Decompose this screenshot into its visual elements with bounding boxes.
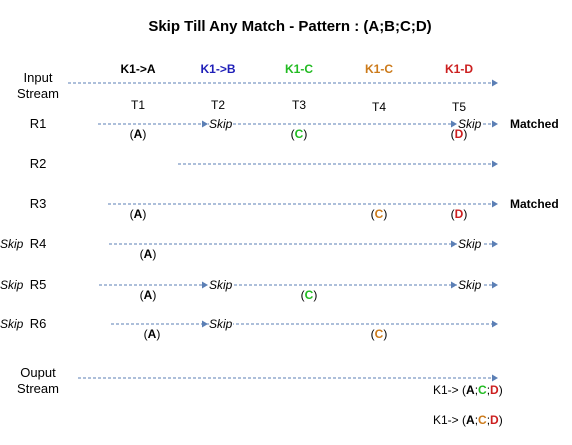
time-label-t1: T1 — [131, 98, 145, 112]
skip-label-r5-3: Skip — [458, 278, 482, 292]
diagram-content: K1->A K1->B K1-C K1-C K1-D T1 T2 T3 T4 T5 R1 Skip Sk… — [0, 62, 559, 427]
event-r3-1: (A) — [130, 207, 147, 221]
time-label-t3: T3 — [292, 98, 306, 112]
run-label-r2: R2 — [30, 156, 47, 171]
event-r1-1: (A) — [130, 127, 147, 141]
skip-arrowhead-r1-3 — [451, 120, 457, 128]
event-r3-3: (D) — [451, 207, 468, 221]
event-header-5: K1-D — [445, 62, 473, 76]
run-arrowhead-r4 — [492, 240, 498, 248]
event-r1-2: (C) — [291, 127, 308, 141]
event-r5-2: (C) — [301, 288, 318, 302]
event-r6-2: (C) — [371, 327, 388, 341]
run-label-r3: R3 — [30, 196, 47, 211]
skip-label-r5-1: Skip — [209, 278, 233, 292]
time-label-t4: T4 — [372, 100, 386, 114]
input-stream-label-line1: Input — [24, 70, 53, 85]
event-r4-1: (A) — [140, 247, 157, 261]
matched-label-r3: Matched — [510, 197, 559, 211]
skip-label-r1-1: Skip — [209, 117, 233, 131]
skip-label-r6-4: Skip — [0, 317, 24, 331]
event-r5-1: (A) — [140, 288, 157, 302]
run-label-r4: R4 — [30, 236, 47, 251]
output-stream-arrowhead — [492, 374, 498, 382]
skip-arrowhead-r5-1 — [202, 281, 208, 289]
event-r6-1: (A) — [144, 327, 161, 341]
time-label-t5: T5 — [452, 100, 466, 114]
skip-arrowhead-r6-1 — [202, 320, 208, 328]
skip-label-r6-1: Skip — [209, 317, 233, 331]
matched-label-r1: Matched — [510, 117, 559, 131]
event-header-1: K1->A — [120, 62, 155, 76]
event-header-4: K1-C — [365, 62, 393, 76]
skip-label-r1-3: Skip — [458, 117, 482, 131]
output-stream-label-line1: Ouput — [20, 365, 56, 380]
diagram-title: Skip Till Any Match - Pattern : (A;B;C;D… — [148, 18, 431, 35]
skip-label-r4-4: Skip — [0, 237, 24, 251]
output-result-2: K1-> (A;C;D) — [433, 413, 503, 427]
skip-arrowhead-r4-3 — [451, 240, 457, 248]
input-stream-arrowhead — [492, 79, 498, 87]
input-stream-label-line2: Stream — [17, 86, 59, 101]
run-arrowhead-r6 — [492, 320, 498, 328]
run-arrowhead-r5 — [492, 281, 498, 289]
output-stream-label-line2: Stream — [17, 381, 59, 396]
skip-arrowhead-r1-1 — [202, 120, 208, 128]
skip-label-r5-4: Skip — [0, 278, 24, 292]
event-r1-3: (D) — [451, 127, 468, 141]
run-label-r6: R6 — [30, 316, 47, 331]
time-label-t2: T2 — [211, 98, 225, 112]
run-arrowhead-r2 — [492, 160, 498, 168]
event-r3-2: (C) — [371, 207, 388, 221]
skip-label-r4-3: Skip — [458, 237, 482, 251]
run-label-r5: R5 — [30, 277, 47, 292]
output-result-1: K1-> (A;C;D) — [433, 383, 503, 397]
run-arrowhead-r3 — [492, 200, 498, 208]
event-header-3: K1-C — [285, 62, 313, 76]
event-header-2: K1->B — [200, 62, 235, 76]
skip-arrowhead-r5-3 — [451, 281, 457, 289]
run-label-r1: R1 — [30, 116, 47, 131]
run-arrowhead-r1 — [492, 120, 498, 128]
